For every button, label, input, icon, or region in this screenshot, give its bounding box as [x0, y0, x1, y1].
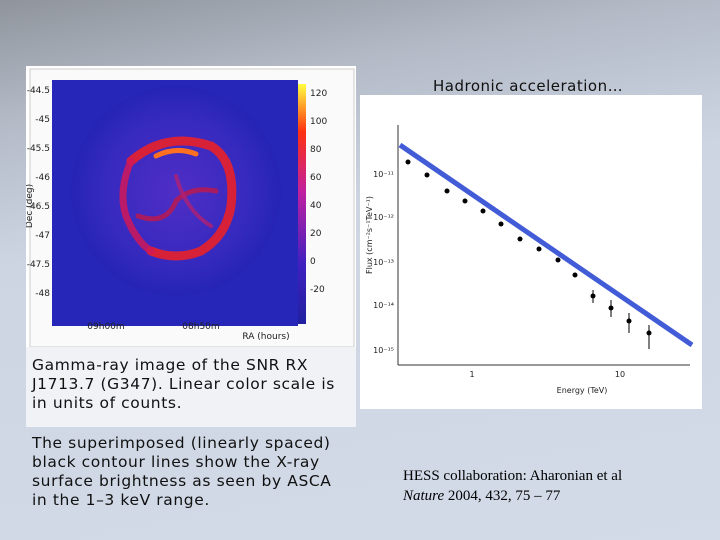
y-tick-label: -46 — [35, 173, 50, 183]
colorbar-tick-label: 100 — [310, 117, 327, 127]
colorbar-tick-label: 0 — [310, 257, 316, 267]
colorbar-tick-label: 60 — [310, 173, 322, 183]
shell — [119, 136, 237, 261]
colorbar — [298, 84, 306, 324]
citation-details: 2004, 432, 75 – 77 — [447, 488, 561, 504]
colorbar-tick-label: 40 — [310, 201, 322, 211]
y-tick-label: -47 — [35, 231, 50, 241]
x-axis-label: RA (hours) — [242, 332, 289, 342]
error-bars — [592, 290, 650, 349]
caption-box — [26, 347, 356, 427]
gamma-ray-map: Dec (deg) -44.5 -45 -45.5 -46 -46.5 -47 … — [26, 66, 356, 348]
x-tick-label: 1 — [469, 370, 474, 379]
citation-reference: Nature 2004, 432, 75 – 77 — [403, 486, 560, 506]
description: The superimposed (linearly spaced) black… — [32, 434, 332, 509]
x-axis-label: Energy (TeV) — [557, 386, 608, 395]
y-tick-label: 10⁻¹⁴ — [373, 301, 394, 310]
y-tick-label: -48 — [35, 289, 50, 299]
y-axis-label: Dec (deg) — [26, 184, 35, 228]
caption: Gamma-ray image of the SNR RX J1713.7 (G… — [32, 356, 335, 412]
map-glow — [71, 86, 281, 296]
x-tick-label: 09h00m — [87, 322, 124, 332]
y-tick-label: 10⁻¹¹ — [373, 170, 394, 179]
y-tick-label: -46.5 — [27, 202, 50, 212]
points — [405, 159, 652, 336]
y-tick-label: -44.5 — [27, 86, 50, 96]
colorbar-tick-label: 120 — [310, 89, 327, 99]
y-axis-label: Flux (cm⁻²s⁻¹TeV⁻¹) — [365, 196, 374, 274]
y-tick-label: -45.5 — [27, 144, 50, 154]
slide-title: Hadronic acceleration… — [433, 77, 624, 95]
journal: Nature — [403, 488, 445, 504]
fit-band — [398, 142, 694, 348]
colorbar-tick-label: 80 — [310, 145, 322, 155]
y-tick-label: -47.5 — [27, 260, 50, 270]
citation-authors: HESS collaboration: Aharonian et al — [403, 468, 623, 484]
y-tick-label: 10⁻¹³ — [373, 258, 394, 267]
plot-frame — [360, 95, 702, 409]
x-tick-label: 08h50m — [182, 322, 219, 332]
y-tick-label: 10⁻¹² — [373, 213, 394, 222]
colorbar-tick-label: 20 — [310, 229, 322, 239]
y-tick-label: 10⁻¹⁵ — [373, 346, 394, 355]
colorbar-tick-label: -20 — [310, 285, 325, 295]
x-tick-label: 10 — [615, 370, 625, 379]
y-tick-label: -45 — [35, 115, 50, 125]
spectrum-plot: Flux (cm⁻²s⁻¹TeV⁻¹) 10⁻¹¹ 10⁻¹² 10⁻¹³ 10… — [360, 95, 702, 409]
